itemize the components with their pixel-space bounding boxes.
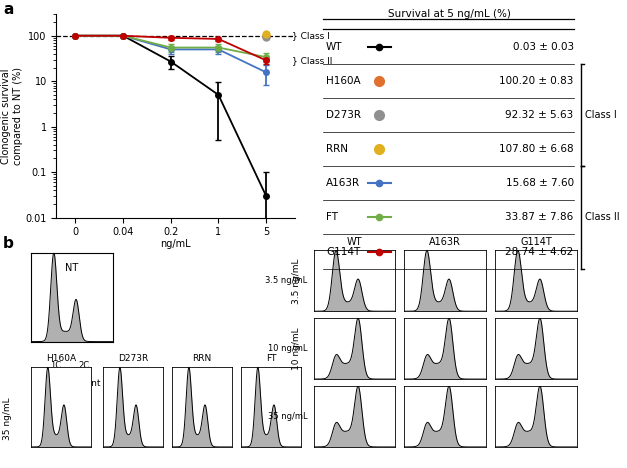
Text: H160A: H160A xyxy=(46,354,76,363)
Text: D273R: D273R xyxy=(118,354,149,363)
Text: D273R: D273R xyxy=(326,110,361,120)
Text: } Class II: } Class II xyxy=(292,56,333,66)
Text: a: a xyxy=(3,2,14,17)
Text: Class I: Class I xyxy=(585,110,617,120)
Text: Class II: Class II xyxy=(585,212,619,222)
Text: A163R: A163R xyxy=(326,178,360,188)
Text: NT: NT xyxy=(65,263,79,273)
Text: WT: WT xyxy=(326,42,342,51)
Text: } Class I: } Class I xyxy=(292,31,330,40)
Text: WT: WT xyxy=(347,237,362,247)
Text: 3.5 ng/mL: 3.5 ng/mL xyxy=(265,276,307,285)
Text: RRN: RRN xyxy=(326,144,348,154)
Text: 3.5 ng/mL: 3.5 ng/mL xyxy=(292,258,301,304)
Text: 0.03 ± 0.03: 0.03 ± 0.03 xyxy=(513,42,574,51)
Text: 15.68 ± 7.60: 15.68 ± 7.60 xyxy=(505,178,574,188)
Text: 107.80 ± 6.68: 107.80 ± 6.68 xyxy=(499,144,574,154)
Text: 35 ng/mL: 35 ng/mL xyxy=(3,397,12,440)
Text: G114T: G114T xyxy=(326,247,361,256)
Text: 2C: 2C xyxy=(79,361,90,370)
Text: 92.32 ± 5.63: 92.32 ± 5.63 xyxy=(505,110,574,120)
Text: 100.20 ± 0.83: 100.20 ± 0.83 xyxy=(499,76,574,86)
Text: 35 ng/mL: 35 ng/mL xyxy=(268,412,307,421)
Text: Survival at 5 ng/mL (%): Survival at 5 ng/mL (%) xyxy=(389,9,511,19)
Text: H160A: H160A xyxy=(326,76,361,86)
Text: DNA content: DNA content xyxy=(43,379,101,388)
Text: A163R: A163R xyxy=(429,237,461,247)
Text: RRN: RRN xyxy=(192,354,212,363)
Text: 10 ng/mL: 10 ng/mL xyxy=(268,344,307,353)
Text: 28.74 ± 4.62: 28.74 ± 4.62 xyxy=(505,247,574,256)
Text: G114T: G114T xyxy=(520,237,552,247)
Text: 10 ng/mL: 10 ng/mL xyxy=(292,327,301,370)
Text: FT: FT xyxy=(266,354,277,363)
Text: FT: FT xyxy=(326,212,338,222)
Text: b: b xyxy=(3,236,14,251)
Y-axis label: Clonogenic survival
compared to NT (%): Clonogenic survival compared to NT (%) xyxy=(1,67,23,165)
Text: 33.87 ± 7.86: 33.87 ± 7.86 xyxy=(505,212,574,222)
Text: 1C: 1C xyxy=(50,361,61,370)
X-axis label: ng/mL: ng/mL xyxy=(161,239,191,249)
